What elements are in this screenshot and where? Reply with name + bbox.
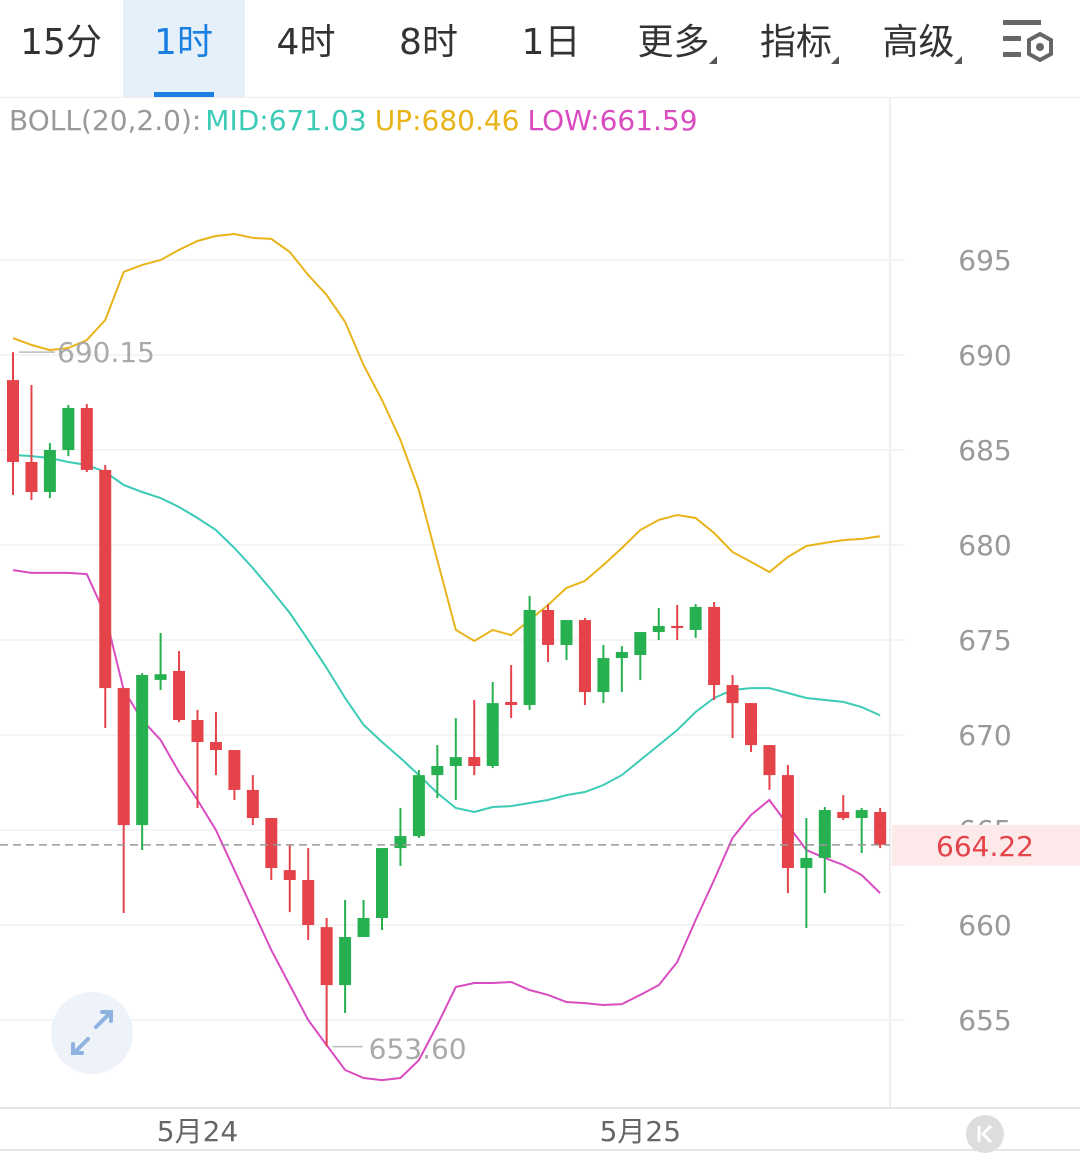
- y-tick-label: 660: [958, 909, 1011, 942]
- candle-body: [357, 917, 370, 937]
- candle-body: [7, 380, 19, 462]
- x-tick-label: 5月24: [157, 1115, 238, 1148]
- candle-body: [62, 408, 75, 450]
- max-label: 690.15: [57, 336, 155, 369]
- candle-body: [117, 688, 130, 826]
- tab[interactable]: 8时: [399, 22, 458, 63]
- candle-body: [228, 750, 241, 790]
- candle-body: [855, 810, 868, 819]
- min-label: 653.60: [369, 1033, 467, 1066]
- candle-body: [781, 775, 794, 869]
- candle-body: [191, 720, 204, 743]
- indicator-legend: BOLL(20,2.0): MID:671.03 UP:680.46 LOW:661.…: [9, 102, 706, 140]
- candle-body: [99, 469, 112, 689]
- last-price-label: 664.22: [936, 830, 1034, 863]
- candle-body: [173, 670, 186, 721]
- candle-body: [597, 658, 610, 693]
- candle-body: [209, 742, 222, 751]
- candle-body: [431, 765, 444, 776]
- candle-body: [136, 674, 149, 826]
- legend-entry: LOW:661.59: [527, 104, 698, 137]
- tab[interactable]: 高级: [882, 22, 955, 63]
- candle-body: [726, 685, 739, 704]
- candle-body: [689, 606, 702, 630]
- expand-button[interactable]: [50, 991, 134, 1075]
- candle-body: [874, 811, 887, 845]
- settings-icon[interactable]: [1000, 16, 1060, 76]
- y-tick-label: 685: [958, 434, 1011, 467]
- candle-body: [468, 757, 481, 766]
- candle-body: [25, 461, 38, 492]
- indicator-label: BOLL(20,2.0):: [9, 104, 202, 137]
- candle-body: [320, 927, 333, 986]
- candle-body: [708, 606, 721, 686]
- y-tick-label: 655: [958, 1004, 1011, 1037]
- candle-body: [652, 625, 665, 633]
- x-tick-label: 5月25: [600, 1115, 681, 1148]
- candle-body: [246, 789, 259, 819]
- candle-body: [376, 848, 388, 918]
- candle-body: [265, 818, 278, 869]
- candle-body: [615, 651, 628, 659]
- candle-body: [394, 836, 407, 849]
- last-price-box: [892, 824, 1080, 866]
- y-tick-label: 675: [958, 624, 1011, 657]
- legend-entry: UP:680.46: [374, 104, 520, 137]
- tab[interactable]: 指标: [759, 22, 832, 63]
- tab[interactable]: 更多: [637, 22, 710, 63]
- candle-body: [505, 701, 518, 705]
- scroll-left-button[interactable]: [965, 1114, 1005, 1154]
- candle-body: [542, 609, 555, 645]
- candle-body: [837, 811, 850, 819]
- legend-entry: MID:671.03: [205, 104, 367, 137]
- candle-body: [818, 810, 831, 858]
- candle-body: [578, 620, 591, 693]
- candle-body: [283, 870, 296, 880]
- indicator-line: [12, 569, 881, 1082]
- y-tick-label: 690: [958, 339, 1011, 372]
- candle-body: [43, 449, 56, 492]
- candle-body: [745, 703, 757, 746]
- tab[interactable]: 15分: [20, 22, 102, 63]
- candle-body: [634, 632, 647, 656]
- candle-body: [523, 609, 536, 705]
- y-tick-label: 670: [958, 719, 1011, 752]
- candle-body: [80, 408, 93, 470]
- indicator-line: [12, 453, 881, 814]
- candle-body: [763, 745, 776, 776]
- candle-body: [339, 936, 352, 986]
- tab-bar: 15分 1时 4时 8时 1日 更多 指标 高级: [0, 0, 1080, 98]
- candle-body: [449, 757, 462, 766]
- y-tick-label: 695: [958, 244, 1011, 277]
- candle-body: [154, 674, 167, 680]
- candle-body: [800, 857, 813, 869]
- y-tick-label: 680: [958, 529, 1011, 562]
- tab[interactable]: 1日: [521, 22, 581, 63]
- candle-body: [560, 620, 573, 645]
- tab[interactable]: 1时: [122, 0, 245, 97]
- tab[interactable]: 4时: [276, 22, 336, 63]
- y-tick-label: 665: [958, 814, 1011, 847]
- candle-body: [486, 703, 499, 766]
- candle-body: [412, 775, 425, 837]
- indicator-line: [12, 232, 881, 643]
- candle-body: [671, 625, 684, 629]
- candle-body: [302, 879, 315, 926]
